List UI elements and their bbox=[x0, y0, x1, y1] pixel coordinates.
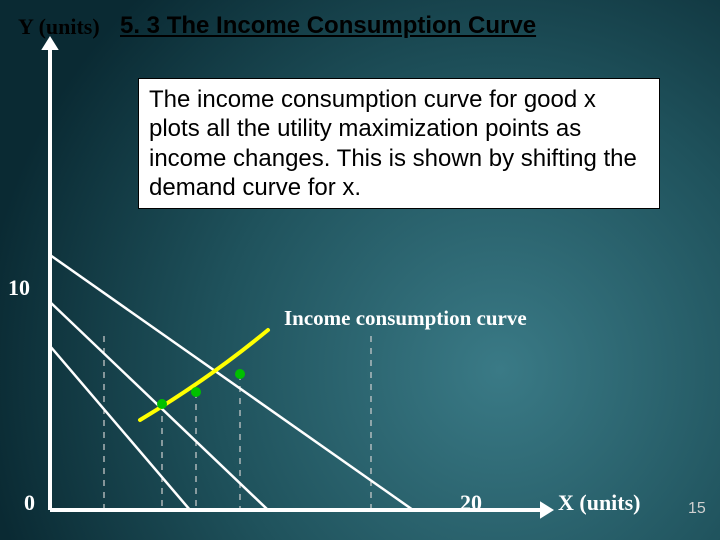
x-axis-arrowhead bbox=[540, 501, 554, 519]
origin-label: 0 bbox=[24, 490, 35, 516]
icc-label: Income consumption curve bbox=[284, 306, 527, 331]
page-number: 15 bbox=[688, 500, 706, 518]
drop-lines bbox=[104, 330, 371, 510]
chart-svg bbox=[0, 0, 720, 540]
axes bbox=[41, 36, 554, 519]
x-tick-20: 20 bbox=[460, 490, 482, 516]
y-tick-10: 10 bbox=[8, 275, 30, 301]
x-axis-label: X (units) bbox=[558, 490, 641, 516]
y-axis-arrowhead bbox=[41, 36, 59, 50]
